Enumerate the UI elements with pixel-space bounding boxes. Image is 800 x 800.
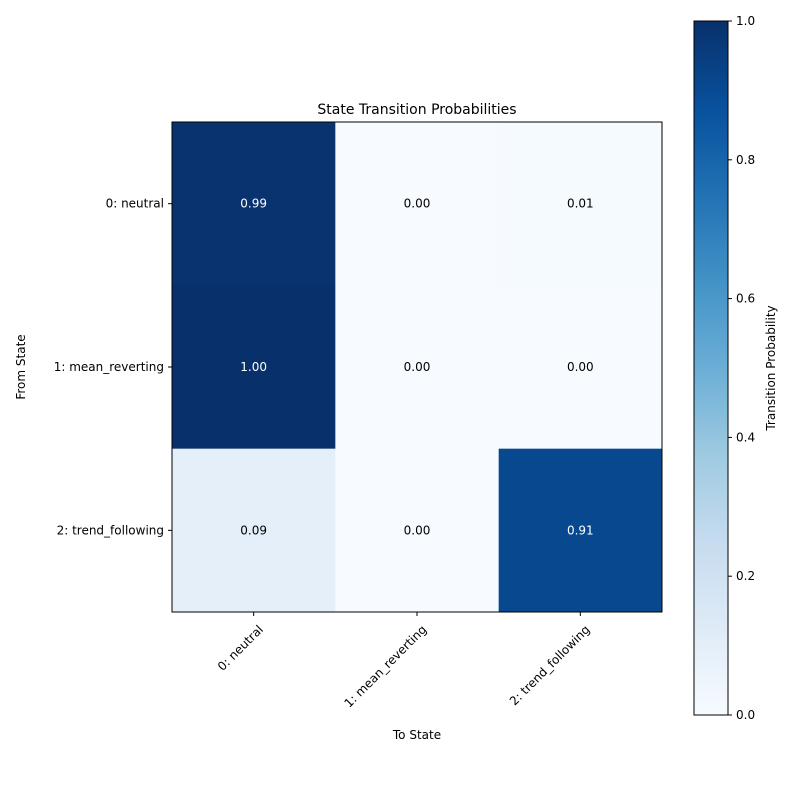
- heatmap-cell-2-1: [335, 448, 500, 613]
- cell-value-label-1-2: 0.00: [567, 360, 594, 374]
- cell-value-label-0-0: 0.99: [240, 197, 267, 211]
- colorbar-tick-label: 0.4: [736, 430, 755, 444]
- y-axis-ticks: 0: neutral 1: mean_reverting 2: trend_foll…: [54, 197, 172, 537]
- heatmap-cell-1-1: [335, 285, 500, 450]
- heatmap-cell-2-0: [172, 448, 336, 613]
- heatmap-cell-0-1: [335, 122, 500, 286]
- x-tick-label: 0: neutral: [215, 622, 266, 673]
- colorbar-tick-label: 0.8: [736, 153, 755, 167]
- colorbar-tick-label: 1.0: [736, 14, 755, 28]
- heatmap-cell-0-0: [172, 122, 336, 286]
- colorbar-ticks: 0.0 0.2 0.4 0.6 0.8 1.0: [728, 14, 755, 722]
- colorbar-tick-label: 0.6: [736, 292, 755, 306]
- cell-value-label-2-2: 0.91: [567, 523, 594, 537]
- cell-value-label-0-2: 0.01: [567, 197, 594, 211]
- y-tick-label: 1: mean_reverting: [54, 360, 164, 374]
- chart-title: State Transition Probabilities: [317, 102, 516, 118]
- x-axis-ticks: 0: neutral 1: mean_reverting 2: trend_foll…: [215, 612, 593, 710]
- x-tick-label: 1: mean_reverting: [341, 622, 429, 710]
- cell-value-label-0-1: 0.00: [404, 197, 431, 211]
- heatmap-cell-1-0: [172, 285, 336, 450]
- colorbar-frame: [693, 20, 729, 716]
- cell-value-label-1-1: 0.00: [404, 360, 431, 374]
- colorbar: [694, 21, 728, 715]
- y-tick-label: 0: neutral: [106, 197, 164, 211]
- cell-value-label-1-0: 1.00: [240, 360, 267, 374]
- colorbar-tick-label: 0.2: [736, 569, 755, 583]
- cell-value-label-2-0: 0.09: [240, 523, 267, 537]
- heatmap-cells: 0.99 0.00 0.01 1.00 0.00 0.00 0.09 0.00 0.91: [172, 122, 663, 613]
- heatmap-cell-0-2: [498, 122, 663, 286]
- cell-value-label-2-1: 0.00: [404, 523, 431, 537]
- x-tick-label: 2: trend_following: [507, 622, 593, 708]
- heatmap-cell-2-2: [498, 448, 663, 613]
- y-tick-label: 2: trend_following: [57, 523, 164, 537]
- y-axis-label: From State: [14, 334, 28, 399]
- colorbar-label: Transition Probability: [764, 305, 778, 431]
- heatmap-cell-1-2: [498, 285, 663, 450]
- x-axis-label: To State: [392, 728, 441, 742]
- colorbar-tick-label: 0.0: [736, 708, 755, 722]
